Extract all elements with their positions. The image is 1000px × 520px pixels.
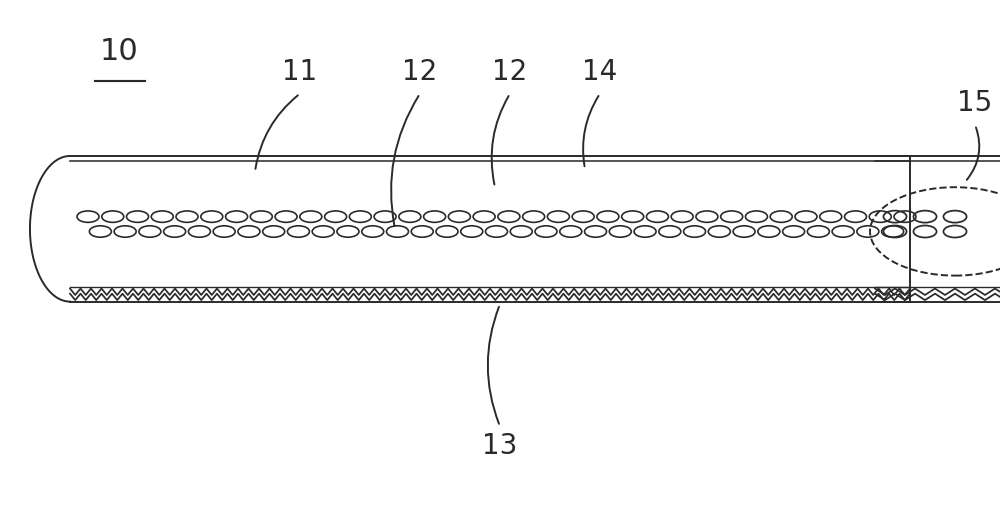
Text: 12: 12 (402, 58, 438, 86)
Text: 13: 13 (482, 432, 518, 460)
Text: 11: 11 (282, 58, 318, 86)
Text: 10: 10 (100, 37, 139, 67)
Text: 12: 12 (492, 58, 528, 86)
Text: 15: 15 (957, 89, 993, 117)
Text: 14: 14 (582, 58, 618, 86)
